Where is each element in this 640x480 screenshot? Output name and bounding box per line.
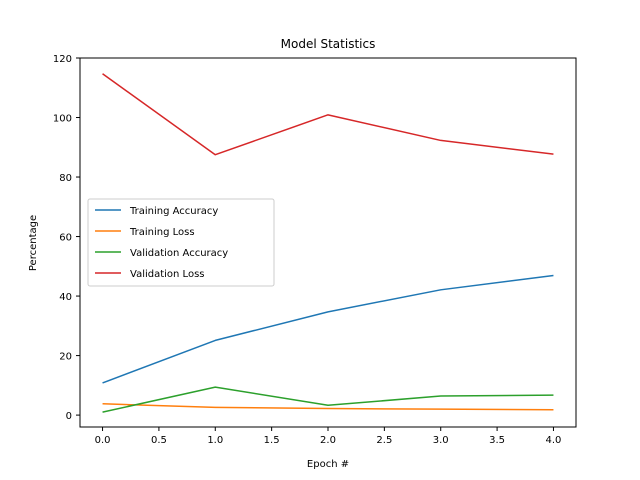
x-tick-label: 1.0 [207, 435, 223, 446]
x-tick-label: 3.5 [489, 435, 505, 446]
y-tick-label: 0 [66, 411, 72, 422]
x-axis-label: Epoch # [307, 459, 349, 470]
legend-entry-label: Validation Accuracy [130, 248, 228, 259]
x-tick-label: 0.0 [95, 435, 111, 446]
y-tick-label: 40 [59, 292, 72, 303]
y-tick-label: 80 [59, 173, 72, 184]
y-axis-ticks: 0 20 40 60 80 100 120 [53, 54, 80, 422]
legend: Training Accuracy Training Loss Validation… [87, 198, 275, 287]
series-line-validation-loss [102, 73, 554, 156]
y-tick-label: 60 [59, 233, 72, 244]
x-tick-label: 3.0 [433, 435, 449, 446]
x-tick-label: 1.5 [264, 435, 280, 446]
chart-title: Model Statistics [281, 37, 376, 51]
series-line-training-accuracy [102, 274, 554, 384]
series-layer [102, 73, 554, 413]
legend-entry-label: Validation Loss [130, 269, 205, 280]
y-axis-label: Percentage [28, 215, 39, 271]
y-tick-label: 100 [53, 114, 72, 125]
legend-entry-label: Training Loss [129, 227, 195, 238]
x-tick-label: 2.0 [320, 435, 336, 446]
series-line-training-loss [102, 403, 554, 411]
legend-frame [87, 198, 275, 287]
series-line-validation-accuracy [102, 386, 554, 413]
y-tick-label: 20 [59, 352, 72, 363]
x-tick-label: 0.5 [151, 435, 167, 446]
legend-entry-label: Training Accuracy [129, 206, 218, 217]
x-axis-ticks: 0.0 0.5 1.0 1.5 2.0 2.5 3.0 3.5 4.0 [95, 427, 562, 446]
x-tick-label: 2.5 [376, 435, 392, 446]
y-tick-label: 120 [53, 54, 72, 65]
x-tick-label: 4.0 [546, 435, 562, 446]
